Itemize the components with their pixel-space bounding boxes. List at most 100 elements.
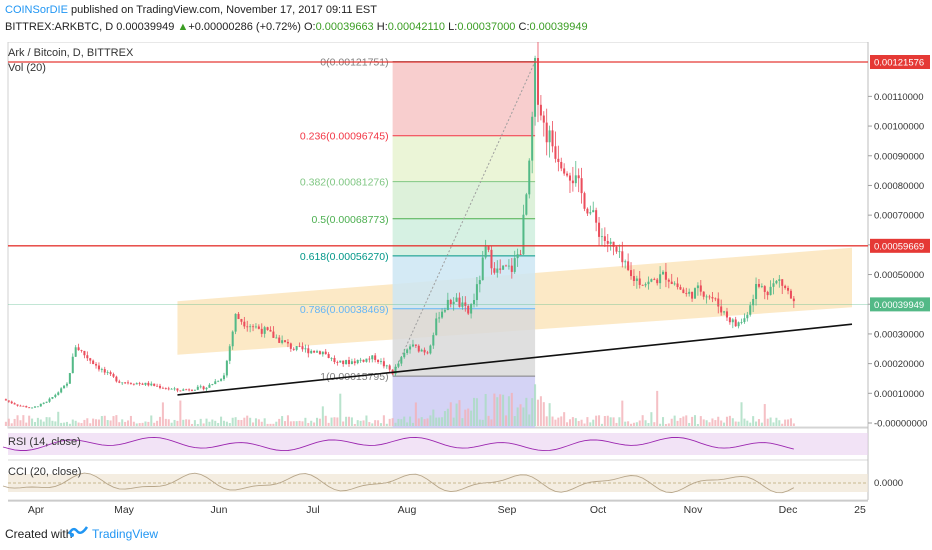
volume-bar <box>45 417 48 426</box>
volume-bar <box>275 421 278 426</box>
price-label-text: 0.00039949 <box>874 300 924 311</box>
volume-bar <box>725 416 728 426</box>
candle-body <box>179 390 182 392</box>
fib-level-label: 0.618(0.00056270) <box>300 251 389 263</box>
volume-bar <box>234 417 237 426</box>
volume-bar <box>513 416 516 426</box>
volume-bar <box>356 420 359 426</box>
time-axis[interactable]: Apr May Jun Jul Aug Sep Oct Nov Dec 25 <box>8 500 868 516</box>
candle-body <box>362 359 365 362</box>
volume-bar <box>65 421 68 426</box>
candle-body <box>68 373 71 384</box>
candle-body <box>190 390 194 391</box>
candle-body <box>135 383 138 385</box>
volume-bar <box>86 418 89 426</box>
volume-bar <box>763 404 766 426</box>
candle-body <box>336 362 339 363</box>
candle-body <box>339 360 342 363</box>
candle-body <box>71 356 74 374</box>
author-link[interactable]: COINSorDIE <box>5 4 68 16</box>
volume-bar <box>147 421 150 426</box>
candle-body <box>170 388 173 390</box>
time-tick-label: Aug <box>398 504 417 516</box>
volume-bar <box>315 417 319 426</box>
volume-bar <box>571 417 574 426</box>
volume-bar <box>141 422 144 426</box>
tradingview-brand-link[interactable]: TradingView <box>92 527 159 541</box>
candle-body <box>510 265 513 272</box>
candle-body <box>208 384 211 388</box>
candle-body <box>298 346 301 347</box>
candle-body <box>525 194 528 215</box>
candle-body <box>124 382 127 384</box>
volume-bar <box>484 393 487 426</box>
candle-body <box>254 326 257 328</box>
candle-body <box>359 359 362 361</box>
candle-body <box>249 326 252 328</box>
candle-body <box>435 318 438 336</box>
open-value: 0.00039663 <box>315 21 374 33</box>
price-tick-label: 0.00090000 <box>874 151 924 162</box>
chart-header: COINSorDIE published on TradingView.com,… <box>0 0 932 42</box>
volume-bar <box>179 400 182 426</box>
candle-body <box>240 319 243 322</box>
created-with-text: Created with <box>5 527 73 541</box>
fib-zone <box>392 181 536 219</box>
price-tick-label: 0.00070000 <box>874 211 924 222</box>
candle-body <box>757 283 760 287</box>
candle-body <box>679 287 682 290</box>
candle-body <box>19 405 22 407</box>
candle-body <box>714 298 717 300</box>
volume-bar <box>278 418 281 426</box>
volume-bar <box>644 420 647 426</box>
candle-body <box>551 130 554 147</box>
chart-title: Ark / Bitcoin, D, BITTREX <box>8 47 134 59</box>
volume-bar <box>737 421 740 426</box>
candle-body <box>493 268 496 273</box>
candle-body <box>676 283 679 288</box>
volume-bar <box>129 415 132 426</box>
volume-bar <box>519 404 522 426</box>
candle-body <box>693 288 697 299</box>
volume-bar <box>443 411 446 426</box>
volume-bar <box>289 421 292 426</box>
candle-body <box>429 345 432 354</box>
volume-bar <box>115 415 118 426</box>
candle-body <box>220 379 223 381</box>
volume-bar <box>499 394 502 426</box>
candle-body <box>487 246 490 250</box>
volume-bar <box>307 422 310 426</box>
candle-body <box>650 279 653 282</box>
volume-bar <box>10 423 13 426</box>
volume-bar <box>321 406 324 426</box>
close-label: C: <box>518 21 530 33</box>
candle-body <box>696 285 699 289</box>
volume-bar <box>298 420 301 426</box>
fib-level-label: 0.382(0.00081276) <box>300 177 389 189</box>
volume-bar <box>286 415 289 426</box>
volume-bar <box>441 417 444 426</box>
volume-bar <box>4 421 7 426</box>
candle-body <box>417 345 420 352</box>
volume-bar <box>478 419 481 426</box>
volume-bar <box>74 420 77 426</box>
candle-body <box>536 58 540 105</box>
support-trendline <box>177 323 853 396</box>
price-chart[interactable]: 0(0.00121751)0.236(0.00096745)0.382(0.00… <box>0 42 932 516</box>
low-value: 0.00037000 <box>457 21 516 33</box>
price-axis[interactable]: 0.00110000 0.00100000 0.00090000 0.00080000… <box>868 55 930 430</box>
volume-bar <box>269 423 272 426</box>
candle-body <box>141 383 144 385</box>
candle-body <box>731 319 734 323</box>
candle-body <box>379 361 382 363</box>
volume-bar <box>760 422 763 426</box>
volume-bar <box>473 397 476 426</box>
candle-body <box>670 281 673 285</box>
volume-bar <box>121 419 124 426</box>
candle-body <box>737 322 740 327</box>
volume-bar <box>461 418 464 426</box>
volume-bar <box>632 422 635 426</box>
candle-body <box>374 355 377 360</box>
volume-bar <box>339 393 342 426</box>
candle-body <box>22 405 25 407</box>
